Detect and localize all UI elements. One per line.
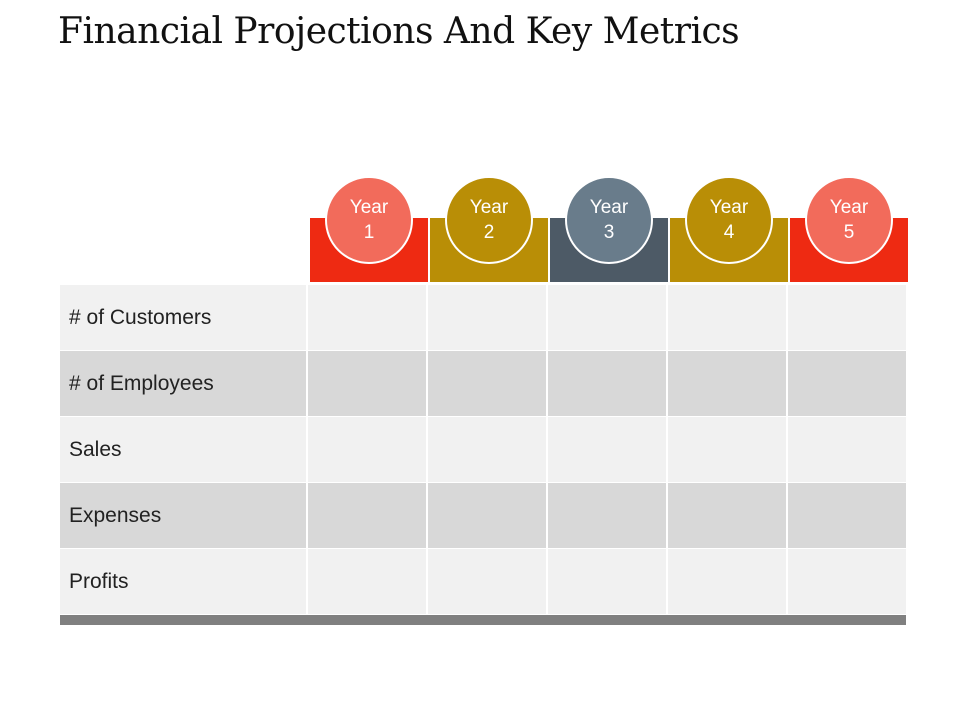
year-badge-word: Year xyxy=(709,197,749,218)
table-cell xyxy=(668,285,786,350)
year-column-header: Year 3 xyxy=(550,176,668,282)
row-label: Profits xyxy=(60,549,306,614)
table-cell xyxy=(788,417,906,482)
year-column-header: Year 5 xyxy=(790,176,908,282)
table-cell xyxy=(668,417,786,482)
table-cell xyxy=(668,549,786,614)
row-label: Sales xyxy=(60,417,306,482)
year-badge-word: Year xyxy=(829,197,869,218)
year-header-row: Year 1 Year 2 Year 3 Year 4 Year 5 xyxy=(60,176,908,282)
year-badge-number: 2 xyxy=(483,222,495,243)
year-column-header: Year 1 xyxy=(310,176,428,282)
row-label: # of Employees xyxy=(60,351,306,416)
slide-title: Financial Projections And Key Metrics xyxy=(58,11,740,52)
table-cell xyxy=(788,351,906,416)
table-cell xyxy=(548,417,666,482)
year-badge: Year 3 xyxy=(565,176,653,264)
table-cell xyxy=(308,285,426,350)
table-cell xyxy=(428,549,546,614)
table-cell xyxy=(788,483,906,548)
year-badge-word: Year xyxy=(469,197,509,218)
table-cell xyxy=(548,285,666,350)
year-badge-label: Year 3 xyxy=(574,195,644,245)
table-cell xyxy=(428,417,546,482)
metrics-table-body: # of Customers # of Employees Sales Expense… xyxy=(60,285,906,614)
year-badge: Year 4 xyxy=(685,176,773,264)
table-cell xyxy=(428,285,546,350)
year-badge-number: 3 xyxy=(603,222,615,243)
table-cell xyxy=(668,483,786,548)
table-row: # of Customers xyxy=(60,285,906,350)
year-badge-label: Year 5 xyxy=(814,195,884,245)
table-cell xyxy=(788,285,906,350)
table-cell xyxy=(428,483,546,548)
table-cell xyxy=(308,417,426,482)
table-cell xyxy=(308,549,426,614)
metrics-table: Year 1 Year 2 Year 3 Year 4 Year 5 # of Customers… xyxy=(60,176,908,625)
year-badge-label: Year 2 xyxy=(454,195,524,245)
year-badge: Year 2 xyxy=(445,176,533,264)
row-divider xyxy=(60,416,906,417)
row-divider xyxy=(60,350,906,351)
row-label: Expenses xyxy=(60,483,306,548)
table-cell xyxy=(548,549,666,614)
table-row: # of Employees xyxy=(60,351,906,416)
table-bottom-bar xyxy=(60,615,906,625)
table-cell xyxy=(668,351,786,416)
year-badge-label: Year 1 xyxy=(334,195,404,245)
year-column-header: Year 2 xyxy=(430,176,548,282)
year-badge-number: 1 xyxy=(363,222,375,243)
row-divider xyxy=(60,482,906,483)
table-cell xyxy=(308,483,426,548)
table-cell xyxy=(788,549,906,614)
table-cell xyxy=(428,351,546,416)
year-badge-word: Year xyxy=(349,197,389,218)
year-badge: Year 5 xyxy=(805,176,893,264)
year-badge-number: 4 xyxy=(723,222,735,243)
table-row: Expenses xyxy=(60,483,906,548)
table-row: Sales xyxy=(60,417,906,482)
row-divider xyxy=(60,548,906,549)
year-badge: Year 1 xyxy=(325,176,413,264)
year-column-header: Year 4 xyxy=(670,176,788,282)
year-badge-label: Year 4 xyxy=(694,195,764,245)
year-badge-word: Year xyxy=(589,197,629,218)
table-cell xyxy=(548,351,666,416)
table-cell xyxy=(308,351,426,416)
table-cell xyxy=(548,483,666,548)
table-row: Profits xyxy=(60,549,906,614)
year-badge-number: 5 xyxy=(843,222,855,243)
row-label: # of Customers xyxy=(60,285,306,350)
